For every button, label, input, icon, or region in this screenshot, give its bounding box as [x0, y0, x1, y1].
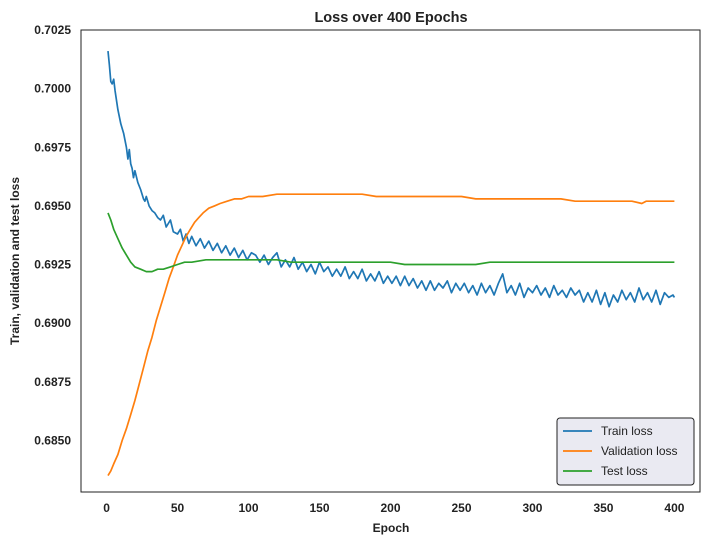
y-tick-label: 0.7025 [34, 23, 71, 37]
legend-box [556, 417, 695, 486]
legend-label: Validation loss [601, 444, 678, 458]
y-tick-label: 0.6875 [34, 375, 71, 389]
y-tick-label: 0.6925 [34, 258, 71, 272]
y-axis-ticks: 0.6850 0.6875 0.6900 0.6925 0.6950 0.6975 0.70… [34, 23, 71, 447]
x-tick-label: 50 [171, 501, 185, 515]
y-tick-label: 0.6850 [34, 433, 71, 447]
chart-title: Loss over 400 Epochs [314, 10, 467, 26]
x-tick-label: 300 [522, 501, 542, 515]
x-tick-label: 100 [239, 501, 259, 515]
series-lines [107, 51, 676, 477]
series-line-1 [107, 51, 676, 308]
y-tick-label: 0.6975 [34, 140, 71, 154]
x-tick-label: 150 [309, 501, 329, 515]
x-tick-label: 200 [380, 501, 400, 515]
series-line-3 [107, 212, 675, 273]
plot-area [80, 29, 701, 493]
y-tick-label: 0.7000 [34, 82, 71, 96]
legend-label: Test loss [601, 464, 648, 478]
x-tick-label: 0 [103, 501, 110, 515]
legend: Train loss Validation loss Test loss [556, 417, 695, 486]
x-tick-label: 250 [451, 501, 471, 515]
y-tick-label: 0.6900 [34, 316, 71, 330]
y-tick-label: 0.6950 [34, 199, 71, 213]
x-axis-ticks: 0 50 100 150 200 250 300 350 400 [103, 501, 685, 515]
y-axis-title: Train, validation and test loss [8, 177, 22, 345]
x-tick-label: 400 [664, 501, 684, 515]
x-axis-title: Epoch [373, 521, 410, 535]
legend-label: Train loss [601, 424, 653, 438]
x-tick-label: 350 [593, 501, 613, 515]
series-line-2 [107, 193, 675, 477]
